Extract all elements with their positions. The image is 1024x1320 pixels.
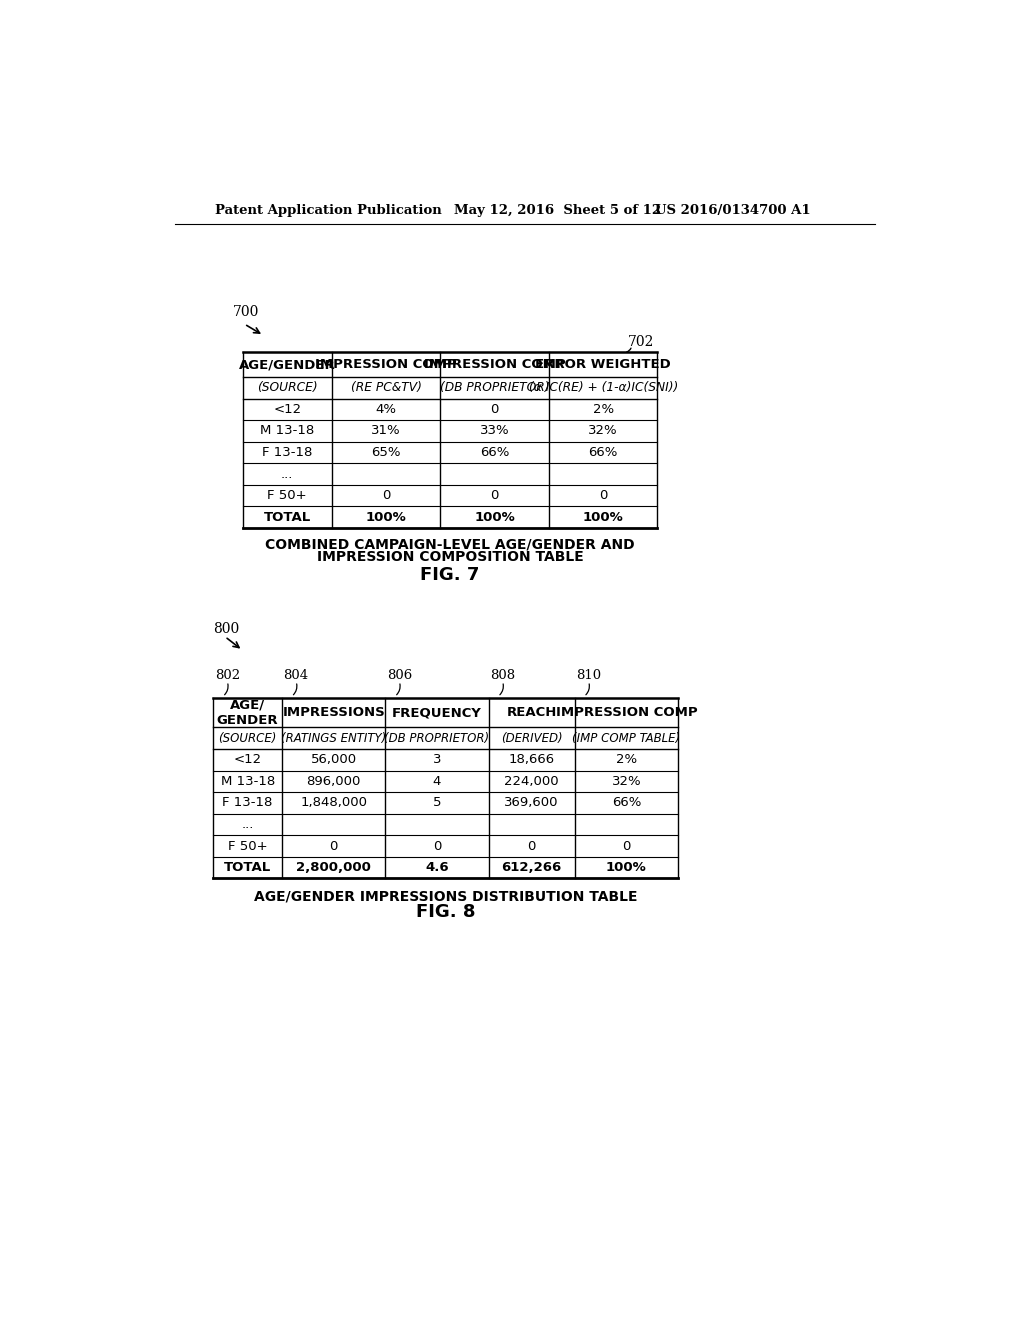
- Text: REACH: REACH: [506, 706, 557, 719]
- Text: 0: 0: [623, 840, 631, 853]
- Text: 65%: 65%: [372, 446, 401, 459]
- Text: TOTAL: TOTAL: [224, 861, 271, 874]
- Text: 2,800,000: 2,800,000: [296, 861, 371, 874]
- Text: AGE/GENDER: AGE/GENDER: [239, 358, 336, 371]
- Text: 66%: 66%: [611, 796, 641, 809]
- Text: 100%: 100%: [474, 511, 515, 524]
- Text: TOTAL: TOTAL: [263, 511, 311, 524]
- Text: (SOURCE): (SOURCE): [257, 381, 317, 395]
- Text: (RATINGS ENTITY): (RATINGS ENTITY): [281, 731, 386, 744]
- Text: 0: 0: [490, 490, 499, 502]
- Text: 808: 808: [490, 668, 515, 681]
- Text: AGE/GENDER IMPRESSIONS DISTRIBUTION TABLE: AGE/GENDER IMPRESSIONS DISTRIBUTION TABL…: [254, 890, 638, 903]
- Text: 806: 806: [387, 668, 412, 681]
- Text: 4%: 4%: [376, 403, 396, 416]
- Text: <12: <12: [233, 754, 262, 767]
- Text: 32%: 32%: [611, 775, 641, 788]
- Text: F 13-18: F 13-18: [222, 796, 272, 809]
- Text: 2%: 2%: [593, 403, 613, 416]
- Text: 56,000: 56,000: [310, 754, 356, 767]
- Text: M 13-18: M 13-18: [260, 425, 314, 437]
- Text: (DB PROPRIETOR): (DB PROPRIETOR): [440, 381, 550, 395]
- Text: (DB PROPRIETOR): (DB PROPRIETOR): [384, 731, 489, 744]
- Text: COMBINED CAMPAIGN-LEVEL AGE/GENDER AND: COMBINED CAMPAIGN-LEVEL AGE/GENDER AND: [265, 537, 635, 552]
- Text: 224,000: 224,000: [504, 775, 559, 788]
- Text: 0: 0: [382, 490, 390, 502]
- Text: 0: 0: [330, 840, 338, 853]
- Text: FIG. 7: FIG. 7: [420, 566, 479, 583]
- Text: 33%: 33%: [480, 425, 510, 437]
- Text: ...: ...: [281, 467, 294, 480]
- Text: 2%: 2%: [615, 754, 637, 767]
- Text: 800: 800: [213, 622, 240, 636]
- Text: Patent Application Publication: Patent Application Publication: [215, 205, 441, 218]
- Text: FIG. 8: FIG. 8: [416, 903, 475, 921]
- Text: 0: 0: [527, 840, 536, 853]
- Text: F 50+: F 50+: [228, 840, 267, 853]
- Text: 0: 0: [599, 490, 607, 502]
- Text: 700: 700: [232, 305, 259, 319]
- Text: (IMP COMP TABLE): (IMP COMP TABLE): [572, 731, 681, 744]
- Text: AGE/
GENDER: AGE/ GENDER: [217, 698, 279, 727]
- Text: 66%: 66%: [480, 446, 510, 459]
- Text: (α IC(RE) + (1-α)IC(SNI)): (α IC(RE) + (1-α)IC(SNI)): [528, 381, 678, 395]
- Text: 612,266: 612,266: [502, 861, 562, 874]
- Text: 1,848,000: 1,848,000: [300, 796, 368, 809]
- Text: <12: <12: [273, 403, 301, 416]
- Text: 810: 810: [577, 668, 601, 681]
- Text: IMPRESSION COMP: IMPRESSION COMP: [424, 358, 565, 371]
- Text: 31%: 31%: [372, 425, 401, 437]
- Text: 0: 0: [433, 840, 441, 853]
- Text: IMPRESSION COMP: IMPRESSION COMP: [556, 706, 697, 719]
- Text: 702: 702: [628, 335, 654, 348]
- Text: 32%: 32%: [589, 425, 618, 437]
- Text: IMPRESSION COMPOSITION TABLE: IMPRESSION COMPOSITION TABLE: [316, 550, 584, 565]
- Text: 802: 802: [215, 668, 240, 681]
- Text: 4.6: 4.6: [425, 861, 449, 874]
- Text: IMPRESSIONS: IMPRESSIONS: [283, 706, 385, 719]
- Text: US 2016/0134700 A1: US 2016/0134700 A1: [655, 205, 811, 218]
- Text: 100%: 100%: [606, 861, 647, 874]
- Text: 100%: 100%: [366, 511, 407, 524]
- Text: 66%: 66%: [589, 446, 617, 459]
- Text: 804: 804: [284, 668, 309, 681]
- Text: 369,600: 369,600: [504, 796, 559, 809]
- Text: IMPRESSION COMP: IMPRESSION COMP: [315, 358, 457, 371]
- Text: 4: 4: [433, 775, 441, 788]
- Text: F 50+: F 50+: [267, 490, 307, 502]
- Text: 3: 3: [433, 754, 441, 767]
- Text: (RE PC&TV): (RE PC&TV): [351, 381, 422, 395]
- Text: ...: ...: [242, 818, 254, 832]
- Text: ERROR WEIGHTED: ERROR WEIGHTED: [536, 358, 671, 371]
- Text: May 12, 2016  Sheet 5 of 12: May 12, 2016 Sheet 5 of 12: [454, 205, 660, 218]
- Text: 896,000: 896,000: [306, 775, 360, 788]
- Text: (SOURCE): (SOURCE): [218, 731, 276, 744]
- Text: M 13-18: M 13-18: [220, 775, 274, 788]
- Text: F 13-18: F 13-18: [262, 446, 312, 459]
- Text: 0: 0: [490, 403, 499, 416]
- Text: 18,666: 18,666: [509, 754, 555, 767]
- Text: FREQUENCY: FREQUENCY: [392, 706, 482, 719]
- Text: (DERIVED): (DERIVED): [501, 731, 562, 744]
- Text: 5: 5: [433, 796, 441, 809]
- Text: 100%: 100%: [583, 511, 624, 524]
